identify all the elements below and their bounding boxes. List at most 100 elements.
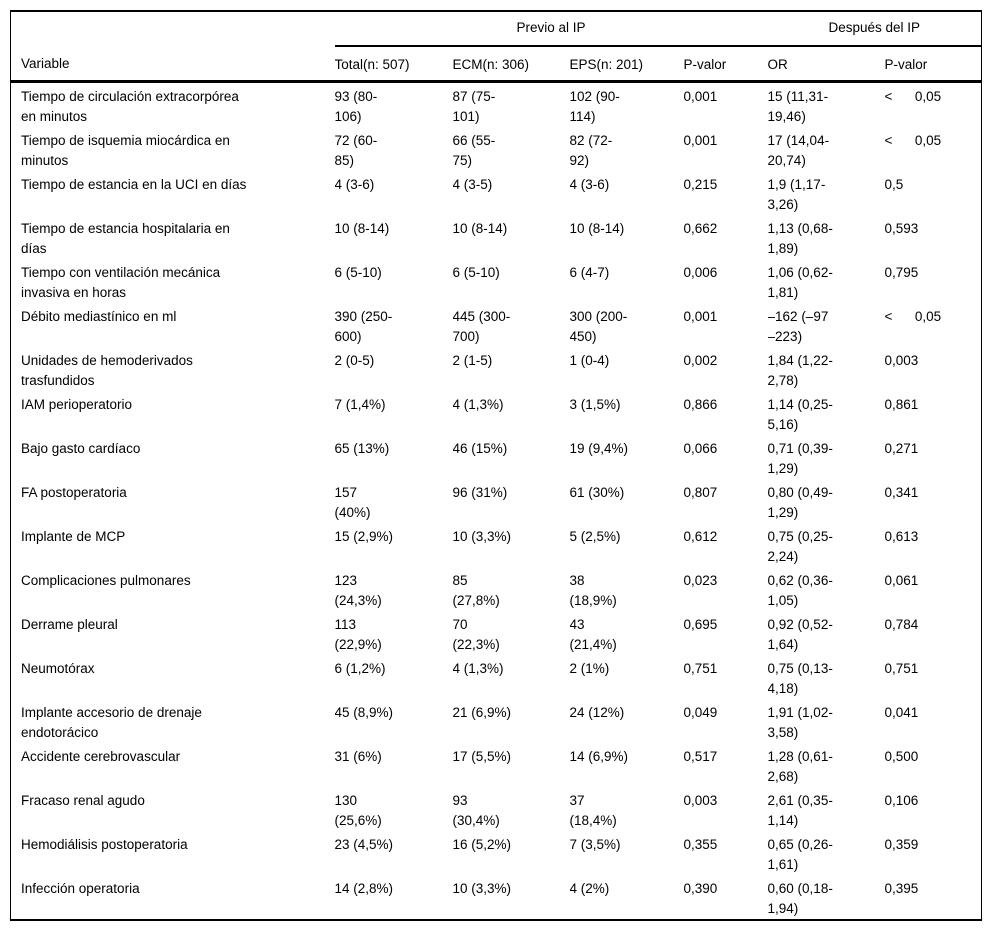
ecm-cell: 85 (27,8%) [452,573,500,608]
ecm-cell: 4 (1,3%) [452,661,504,676]
eps-cell: 43 (21,4%) [569,617,617,652]
or-cell: 15 (11,31- 19,46) [767,89,829,124]
variable-cell: Tiempo de estancia hospitalaria en días [21,221,230,256]
ecm-cell: 96 (31%) [452,485,508,500]
eps-cell: 7 (3,5%) [569,837,621,852]
p-valor-despues-cell: 0,613 [884,529,919,544]
variable-cell: Tiempo de isquemia miocárdica en minutos [21,133,230,168]
or-cell: 1,13 (0,68- 1,89) [767,221,833,256]
total-cell: 45 (8,9%) [334,705,394,720]
variable-cell: Bajo gasto cardíaco [21,441,141,456]
ecm-cell: 87 (75- 101) [452,89,496,124]
variable-cell: Infección operatoria [21,881,140,896]
p-valor-previo-cell: 0,866 [683,397,718,412]
total-cell: 7 (1,4%) [334,397,386,412]
variable-cell: Hemodiálisis postoperatoria [21,837,188,852]
eps-cell: 82 (72- 92) [569,133,613,168]
or-cell: 1,06 (0,62- 1,81) [767,265,833,300]
ecm-cell: 10 (8-14) [452,221,508,236]
table-header: Previo al IP Después del IP Variable Tot… [10,11,982,83]
total-cell: 157 (40%) [334,485,371,520]
table-row: Tiempo de isquemia miocárdica en minutos… [11,127,982,171]
or-cell: 2,61 (0,35- 1,14) [767,793,833,828]
p-valor-despues-cell: 0,341 [884,485,919,500]
table-row: Hemodiálisis postoperatoria 23 (4,5%) 16… [11,831,982,875]
page: Previo al IP Después del IP Variable Tot… [0,10,992,941]
variable-cell: Complicaciones pulmonares [21,573,191,588]
total-cell: 31 (6%) [334,749,382,764]
table-row: Neumotórax 6 (1,2%) 4 (1,3%) 2 (1%) 0,75… [11,655,982,699]
ecm-cell: 17 (5,5%) [452,749,512,764]
variable-cell: Derrame pleural [21,617,118,632]
p-valor-despues-cell: < 0,05 [884,89,942,104]
or-cell: 0,75 (0,25- 2,24) [767,529,833,564]
eps-cell: 4 (3-6) [569,177,610,192]
ecm-cell: 16 (5,2%) [452,837,512,852]
variable-cell: IAM perioperatorio [21,397,133,412]
p-valor-despues-cell: 0,003 [884,353,919,368]
p-valor-despues-cell: 0,795 [884,265,919,280]
table-row: Accidente cerebrovascular 31 (6%) 17 (5,… [11,743,982,787]
column-header-row: Variable Total(n: 507) ECM(n: 306) EPS(n… [10,46,982,83]
column-header-or: OR [767,46,885,83]
p-valor-despues-cell: 0,061 [884,573,919,588]
eps-cell: 1 (0-4) [569,353,610,368]
variable-cell: FA postoperatoria [21,485,127,500]
p-valor-previo-cell: 0,215 [683,177,718,192]
p-valor-despues-cell: 0,395 [884,881,919,896]
ecm-cell: 445 (300- 700) [452,309,511,344]
eps-cell: 102 (90- 114) [569,89,620,124]
group-header-despues-del-ip: Después del IP [767,11,982,47]
p-valor-previo-cell: 0,517 [683,749,718,764]
eps-cell: 3 (1,5%) [569,397,621,412]
eps-cell: 19 (9,4%) [569,441,629,456]
p-valor-despues-cell: 0,359 [884,837,919,852]
total-cell: 6 (5-10) [334,265,382,280]
column-header-eps: EPS(n: 201) [569,46,684,83]
eps-cell: 4 (2%) [569,881,610,896]
column-header-ecm: ECM(n: 306) [452,46,570,83]
table-body: Tiempo de circulación extracorpórea en m… [11,82,982,921]
group-header-row: Previo al IP Después del IP [11,11,982,47]
total-cell: 15 (2,9%) [334,529,394,544]
p-valor-previo-cell: 0,001 [683,133,718,148]
or-cell: 1,84 (1,22- 2,78) [767,353,833,388]
ecm-cell: 93 (30,4%) [452,793,500,828]
column-header-variable: Variable [10,46,335,83]
p-valor-despues-cell: 0,5 [884,177,904,192]
variable-cell: Tiempo con ventilación mecánica invasiva… [21,265,221,300]
ecm-cell: 46 (15%) [452,441,508,456]
p-valor-previo-cell: 0,023 [683,573,718,588]
or-cell: 1,91 (1,02- 3,58) [767,705,833,740]
total-cell: 14 (2,8%) [334,881,394,896]
variable-cell: Fracaso renal agudo [21,793,145,808]
or-cell: 1,14 (0,25- 5,16) [767,397,833,432]
variable-cell: Débito mediastínico en ml [21,309,177,324]
eps-cell: 5 (2,5%) [569,529,621,544]
or-cell: 0,80 (0,49- 1,29) [767,485,833,520]
total-cell: 130 (25,6%) [334,793,382,828]
total-cell: 6 (1,2%) [334,661,386,676]
p-valor-previo-cell: 0,695 [683,617,718,632]
eps-cell: 37 (18,4%) [569,793,617,828]
table-row: Tiempo de circulación extracorpórea en m… [11,82,982,128]
or-cell: 0,75 (0,13- 4,18) [767,661,833,696]
p-valor-previo-cell: 0,066 [683,441,718,456]
table-row: Unidades de hemoderivados trasfundidos 2… [11,347,982,391]
p-valor-previo-cell: 0,612 [683,529,718,544]
or-cell: 0,71 (0,39- 1,29) [767,441,833,476]
eps-cell: 14 (6,9%) [569,749,629,764]
total-cell: 2 (0-5) [334,353,375,368]
or-cell: 0,60 (0,18- 1,94) [767,881,833,916]
p-valor-previo-cell: 0,002 [683,353,718,368]
p-valor-despues-cell: 0,861 [884,397,919,412]
variable-cell: Implante accesorio de drenaje endotoráci… [21,705,202,740]
total-cell: 113 (22,9%) [334,617,382,652]
table-row: Complicaciones pulmonares 123 (24,3%) 85… [11,567,982,611]
p-valor-previo-cell: 0,006 [683,265,718,280]
table-row: Débito mediastínico en ml 390 (250- 600)… [11,303,982,347]
p-valor-despues-cell: 0,041 [884,705,919,720]
ecm-cell: 6 (5-10) [452,265,500,280]
eps-cell: 300 (200- 450) [569,309,628,344]
p-valor-previo-cell: 0,003 [683,793,718,808]
